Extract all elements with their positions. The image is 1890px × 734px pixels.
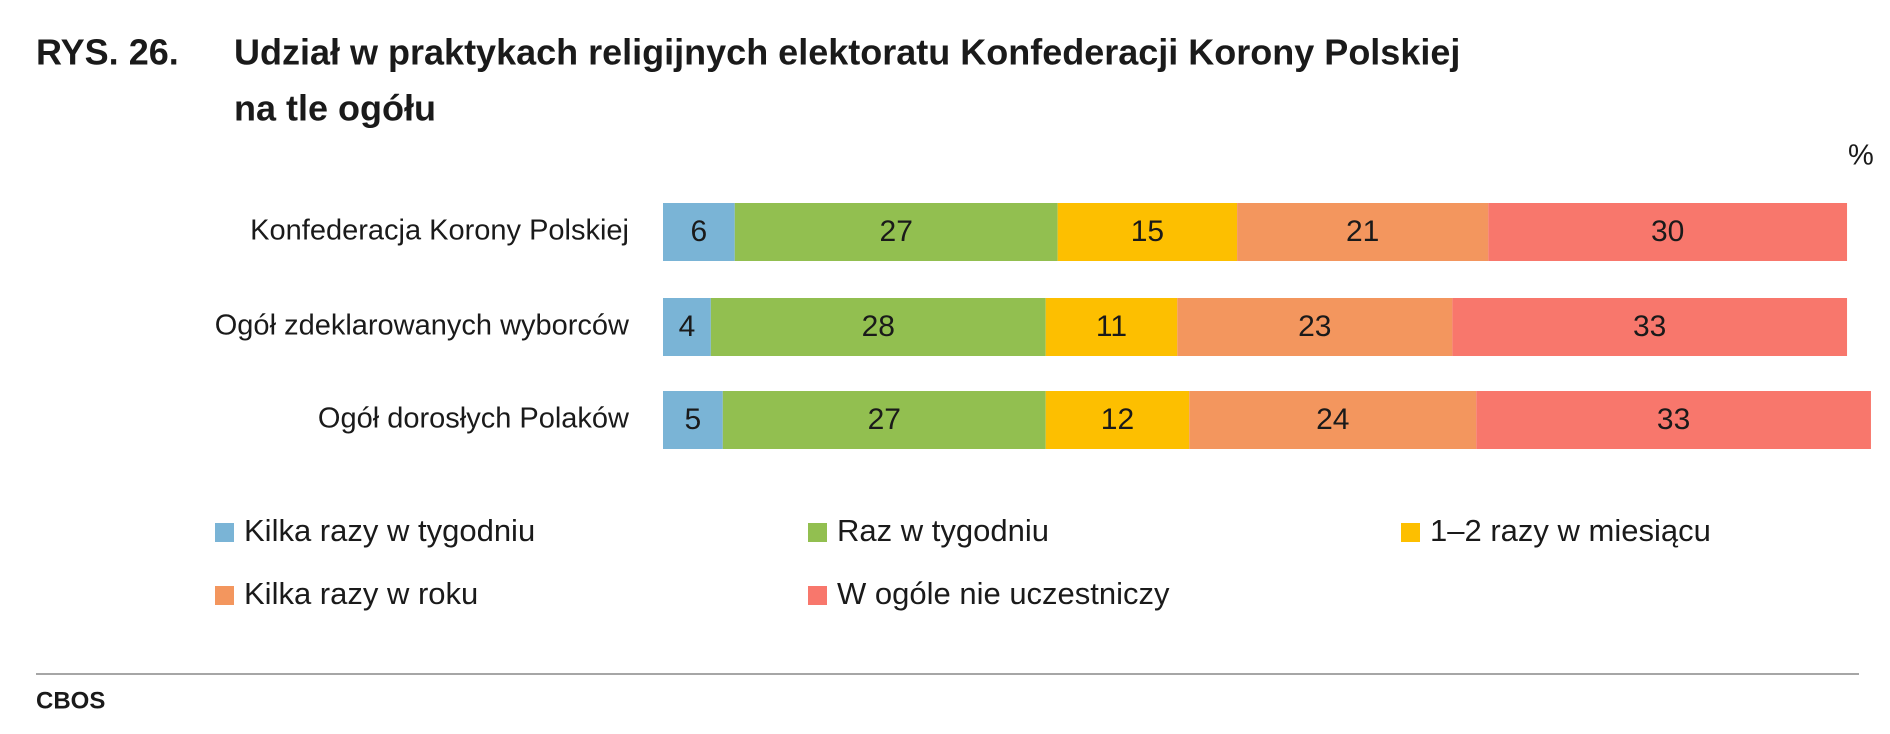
legend-swatch: [215, 523, 234, 542]
data-label: 24: [1316, 403, 1349, 436]
data-label: 23: [1298, 310, 1331, 343]
data-label: 28: [862, 310, 895, 343]
data-label: 11: [1096, 310, 1127, 343]
source: CBOS: [36, 687, 105, 714]
bar-segment: [1476, 391, 1871, 449]
category-label: Ogół zdeklarowanych wyborców: [215, 310, 630, 342]
bar-segment: [663, 298, 711, 356]
data-label: 27: [880, 215, 913, 248]
legend-label: W ogóle nie uczestniczy: [837, 576, 1170, 611]
legend-swatch: [215, 586, 234, 605]
data-label: 30: [1651, 215, 1684, 248]
bar-segment: [1045, 391, 1190, 449]
data-label: 4: [679, 310, 696, 343]
category-label: Ogół dorosłych Polaków: [318, 403, 630, 435]
category-label: Konfederacja Korony Polskiej: [250, 215, 629, 247]
legend-label: Kilka razy w tygodniu: [244, 513, 535, 548]
unit-label: %: [1848, 140, 1874, 172]
legend-label: Kilka razy w roku: [244, 576, 478, 611]
bar-segment: [734, 203, 1058, 261]
bar-segment: [722, 391, 1046, 449]
legend-label: Raz w tygodniu: [837, 513, 1049, 548]
bar-segment: [1057, 203, 1238, 261]
data-label: 21: [1346, 215, 1379, 248]
legend-swatch: [808, 586, 827, 605]
data-label: 12: [1101, 403, 1134, 436]
bar-segment: [663, 391, 723, 449]
bar-segment: [1177, 298, 1453, 356]
data-label: 33: [1657, 403, 1690, 436]
bar-segment: [710, 298, 1046, 356]
bar-segment: [1237, 203, 1489, 261]
figure-label: RYS. 26.: [36, 32, 179, 73]
chart-title: Udział w praktykach religijnych elektora…: [234, 32, 1460, 73]
bar-segment: [1045, 298, 1178, 356]
data-label: 6: [691, 215, 708, 248]
data-label: 33: [1633, 310, 1666, 343]
data-label: 15: [1131, 215, 1164, 248]
bar-segment: [1189, 391, 1477, 449]
legend-swatch: [808, 523, 827, 542]
bar-segment: [1452, 298, 1848, 356]
bar-segment: [663, 203, 735, 261]
chart-title: na tle ogółu: [234, 88, 436, 129]
legend-label: 1–2 razy w miesiącu: [1430, 513, 1711, 548]
data-label: 27: [868, 403, 901, 436]
legend-swatch: [1401, 523, 1420, 542]
data-label: 5: [685, 403, 702, 436]
bar-segment: [1488, 203, 1848, 261]
